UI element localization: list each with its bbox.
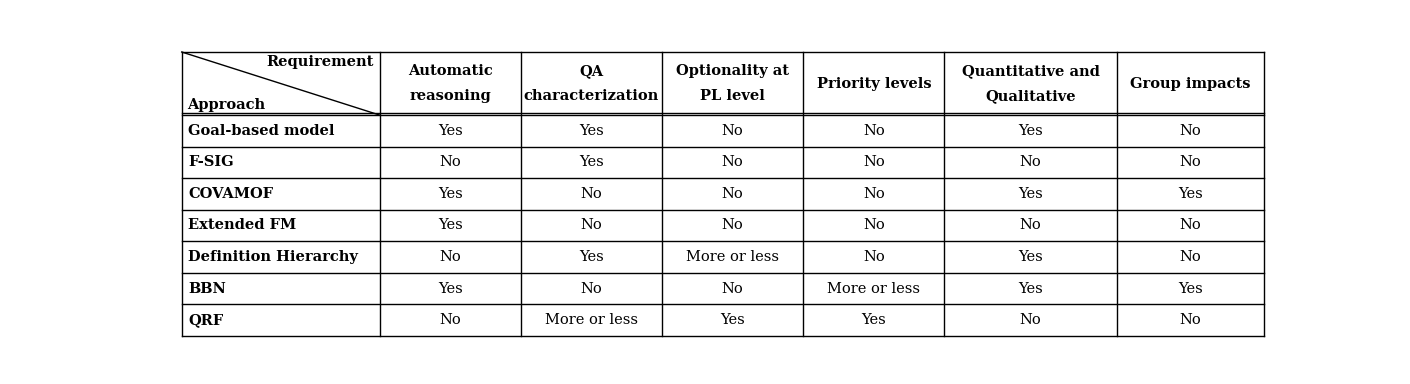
Text: Yes: Yes (1018, 250, 1043, 264)
Text: No: No (581, 281, 602, 296)
Text: No: No (722, 156, 743, 169)
Text: Definition Hierarchy: Definition Hierarchy (189, 250, 358, 264)
Text: Quantitative and: Quantitative and (962, 64, 1100, 78)
Text: Yes: Yes (1018, 187, 1043, 201)
Text: F-SIG: F-SIG (189, 156, 234, 169)
Text: Yes: Yes (580, 124, 603, 138)
Text: Optionality at: Optionality at (677, 64, 790, 78)
Text: More or less: More or less (828, 281, 921, 296)
Text: No: No (440, 313, 461, 327)
Text: BBN: BBN (189, 281, 226, 296)
Text: Yes: Yes (580, 250, 603, 264)
Text: Yes: Yes (439, 218, 462, 232)
Text: Extended FM: Extended FM (189, 218, 296, 232)
Text: More or less: More or less (687, 250, 780, 264)
Text: COVAMOF: COVAMOF (189, 187, 274, 201)
Text: Yes: Yes (862, 313, 887, 327)
Text: No: No (1179, 156, 1201, 169)
Text: No: No (1179, 124, 1201, 138)
Text: No: No (722, 187, 743, 201)
Text: Yes: Yes (1177, 187, 1203, 201)
Text: Approach: Approach (188, 98, 265, 112)
Text: Goal-based model: Goal-based model (189, 124, 334, 138)
Text: No: No (863, 187, 884, 201)
Text: QA: QA (580, 64, 603, 78)
Text: No: No (863, 156, 884, 169)
Text: No: No (1019, 156, 1042, 169)
Text: Priority levels: Priority levels (816, 76, 931, 91)
Text: Yes: Yes (1018, 124, 1043, 138)
Text: Group impacts: Group impacts (1129, 76, 1251, 91)
Text: No: No (722, 218, 743, 232)
Text: No: No (722, 124, 743, 138)
Text: More or less: More or less (544, 313, 637, 327)
Text: Yes: Yes (1018, 281, 1043, 296)
Text: QRF: QRF (189, 313, 224, 327)
Text: No: No (1179, 218, 1201, 232)
Text: No: No (863, 218, 884, 232)
Text: Yes: Yes (1177, 281, 1203, 296)
Text: No: No (1179, 250, 1201, 264)
Text: No: No (440, 156, 461, 169)
Text: characterization: characterization (523, 89, 658, 103)
Text: No: No (581, 218, 602, 232)
Text: PL level: PL level (701, 89, 766, 103)
Text: No: No (1019, 218, 1042, 232)
Text: Yes: Yes (439, 187, 462, 201)
Text: No: No (581, 187, 602, 201)
Text: Yes: Yes (580, 156, 603, 169)
Text: reasoning: reasoning (409, 89, 491, 103)
Text: Qualitative: Qualitative (986, 89, 1076, 103)
Text: Requirement: Requirement (266, 55, 374, 69)
Text: No: No (1019, 313, 1042, 327)
Text: No: No (863, 250, 884, 264)
Text: No: No (1179, 313, 1201, 327)
Text: Yes: Yes (439, 124, 462, 138)
Text: Yes: Yes (439, 281, 462, 296)
Text: No: No (863, 124, 884, 138)
Text: Yes: Yes (721, 313, 744, 327)
Text: No: No (722, 281, 743, 296)
Text: No: No (440, 250, 461, 264)
Text: Automatic: Automatic (407, 64, 492, 78)
